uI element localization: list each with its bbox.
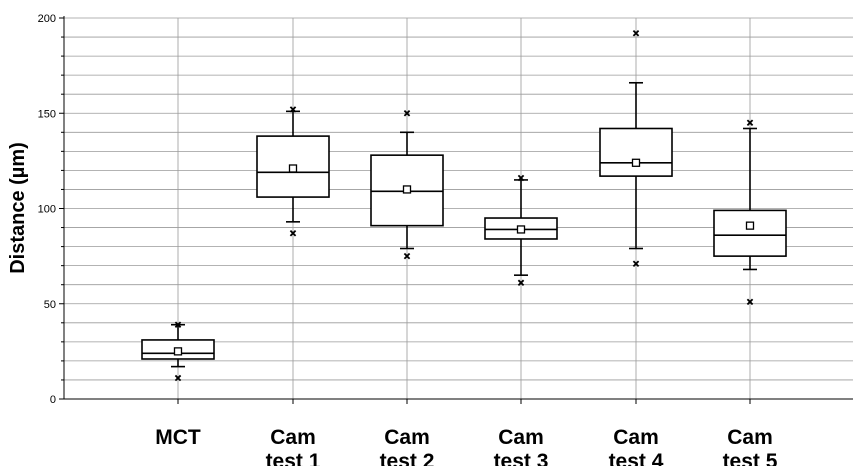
mean-marker xyxy=(173,347,183,356)
extreme-marker xyxy=(403,110,411,117)
boxes xyxy=(141,30,787,382)
mean-marker xyxy=(402,185,412,194)
x-category-label: test 3 xyxy=(494,450,549,466)
box-iqr xyxy=(256,135,330,198)
y-axis-title: Distance (µm) xyxy=(7,142,29,274)
box-group xyxy=(256,106,330,237)
y-tick-label: 100 xyxy=(38,204,56,216)
mean-marker xyxy=(631,158,641,167)
box-group xyxy=(484,174,558,287)
box-group xyxy=(370,110,444,260)
x-category-label: Cam xyxy=(727,426,773,449)
extreme-marker xyxy=(289,230,297,237)
extreme-marker xyxy=(174,374,182,382)
x-category-label: Cam xyxy=(613,426,659,449)
extreme-marker xyxy=(746,119,754,127)
mean-marker xyxy=(745,221,755,230)
box-group xyxy=(599,30,673,267)
y-tick-label: 200 xyxy=(38,13,56,25)
extreme-marker xyxy=(632,260,640,267)
y-tick-label: 50 xyxy=(44,299,56,311)
x-category-label: test 4 xyxy=(609,450,664,466)
extreme-marker xyxy=(632,30,640,37)
extreme-marker xyxy=(174,321,182,328)
extreme-marker xyxy=(517,174,525,182)
mean-marker xyxy=(288,164,298,173)
x-category-label: MCT xyxy=(155,426,201,449)
x-category-label: Cam xyxy=(270,426,316,449)
extreme-marker xyxy=(289,106,297,113)
x-category-label: test 5 xyxy=(723,450,778,466)
x-category-label: Cam xyxy=(498,426,544,449)
y-tick-label: 0 xyxy=(50,394,56,406)
box-group xyxy=(141,321,215,382)
extreme-marker xyxy=(517,279,525,287)
x-category-label: Cam xyxy=(384,426,430,449)
x-category-label: test 1 xyxy=(266,450,321,466)
axes xyxy=(59,16,853,404)
x-category-label: test 2 xyxy=(380,450,435,466)
mean-marker xyxy=(516,225,526,234)
box-group xyxy=(713,119,787,306)
box-iqr xyxy=(599,127,673,177)
extreme-marker xyxy=(746,298,754,306)
box-iqr xyxy=(713,209,787,257)
extreme-marker xyxy=(403,252,411,260)
y-tick-label: 150 xyxy=(38,108,56,120)
